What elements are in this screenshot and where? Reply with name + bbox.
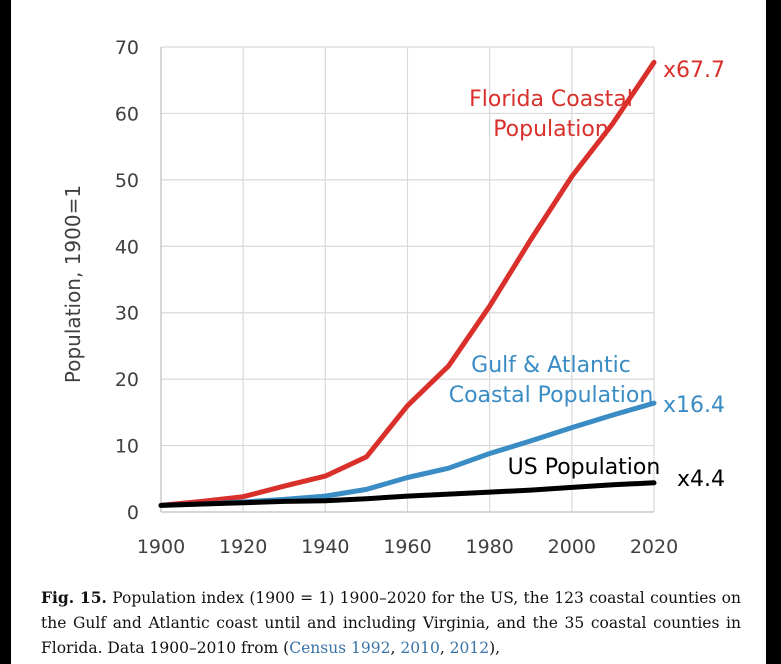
citation-link[interactable]: Census 1992 xyxy=(289,639,391,657)
x-tick-label: 1980 xyxy=(465,536,513,558)
series-name-label: US Population xyxy=(508,455,661,480)
x-tick-labels: 1900 1920 1940 1960 1980 2000 2020 xyxy=(137,536,678,558)
series-end-label: x4.4 xyxy=(677,467,725,492)
citation-link[interactable]: 2010 xyxy=(400,639,440,657)
citation-link[interactable]: 2012 xyxy=(449,639,490,657)
x-tick-label: 1940 xyxy=(301,536,349,558)
y-tick-label: 70 xyxy=(115,37,139,59)
series-line-1 xyxy=(158,59,657,508)
figure: 0 10 20 30 40 50 60 70 1900 1920 1940 1960 1980 2000… xyxy=(11,0,766,664)
x-tick-label: 1960 xyxy=(383,536,431,558)
x-tick-label: 1900 xyxy=(137,536,185,558)
series-name-label: Gulf & Atlantic xyxy=(471,353,631,378)
figure-number: Fig. 15. xyxy=(41,588,107,607)
y-tick-label: 20 xyxy=(115,369,139,391)
caption-text: Population index (1900 = 1) 1900–2020 fo… xyxy=(41,589,741,657)
series-end-label: x67.7 xyxy=(663,58,725,83)
y-axis-label: Population, 1900=1 xyxy=(61,185,85,383)
series-name-label: Florida Coastal xyxy=(469,87,633,112)
y-tick-label: 10 xyxy=(115,436,139,458)
series-labels: Florida Coastal Population x67.7 Gulf & Atl… xyxy=(449,58,725,492)
series-end-label: x16.4 xyxy=(663,393,725,418)
x-tick-label: 1920 xyxy=(219,536,267,558)
grid xyxy=(161,46,655,512)
line-chart: 0 10 20 30 40 50 60 70 1900 1920 1940 1960 1980 2000… xyxy=(61,37,725,558)
caption-text-end: ), xyxy=(489,639,501,657)
y-tick-label: 50 xyxy=(115,170,139,192)
series-line-3 xyxy=(158,480,657,508)
axes xyxy=(160,47,654,513)
series-name-label: Coastal Population xyxy=(449,383,654,408)
caption-separator: , xyxy=(390,639,401,657)
y-tick-label: 40 xyxy=(115,236,139,258)
x-tick-label: 2000 xyxy=(548,536,596,558)
x-tick-label: 2020 xyxy=(630,536,678,558)
series-name-label: Population xyxy=(493,117,609,142)
y-tick-label: 0 xyxy=(127,502,139,524)
y-tick-label: 60 xyxy=(115,103,139,125)
figure-caption: Fig. 15. Population index (1900 = 1) 190… xyxy=(41,585,741,661)
y-tick-label: 30 xyxy=(115,303,139,325)
series-lines xyxy=(158,59,657,508)
y-tick-labels: 0 10 20 30 40 50 60 70 xyxy=(115,37,139,524)
caption-separator: , xyxy=(439,639,450,657)
